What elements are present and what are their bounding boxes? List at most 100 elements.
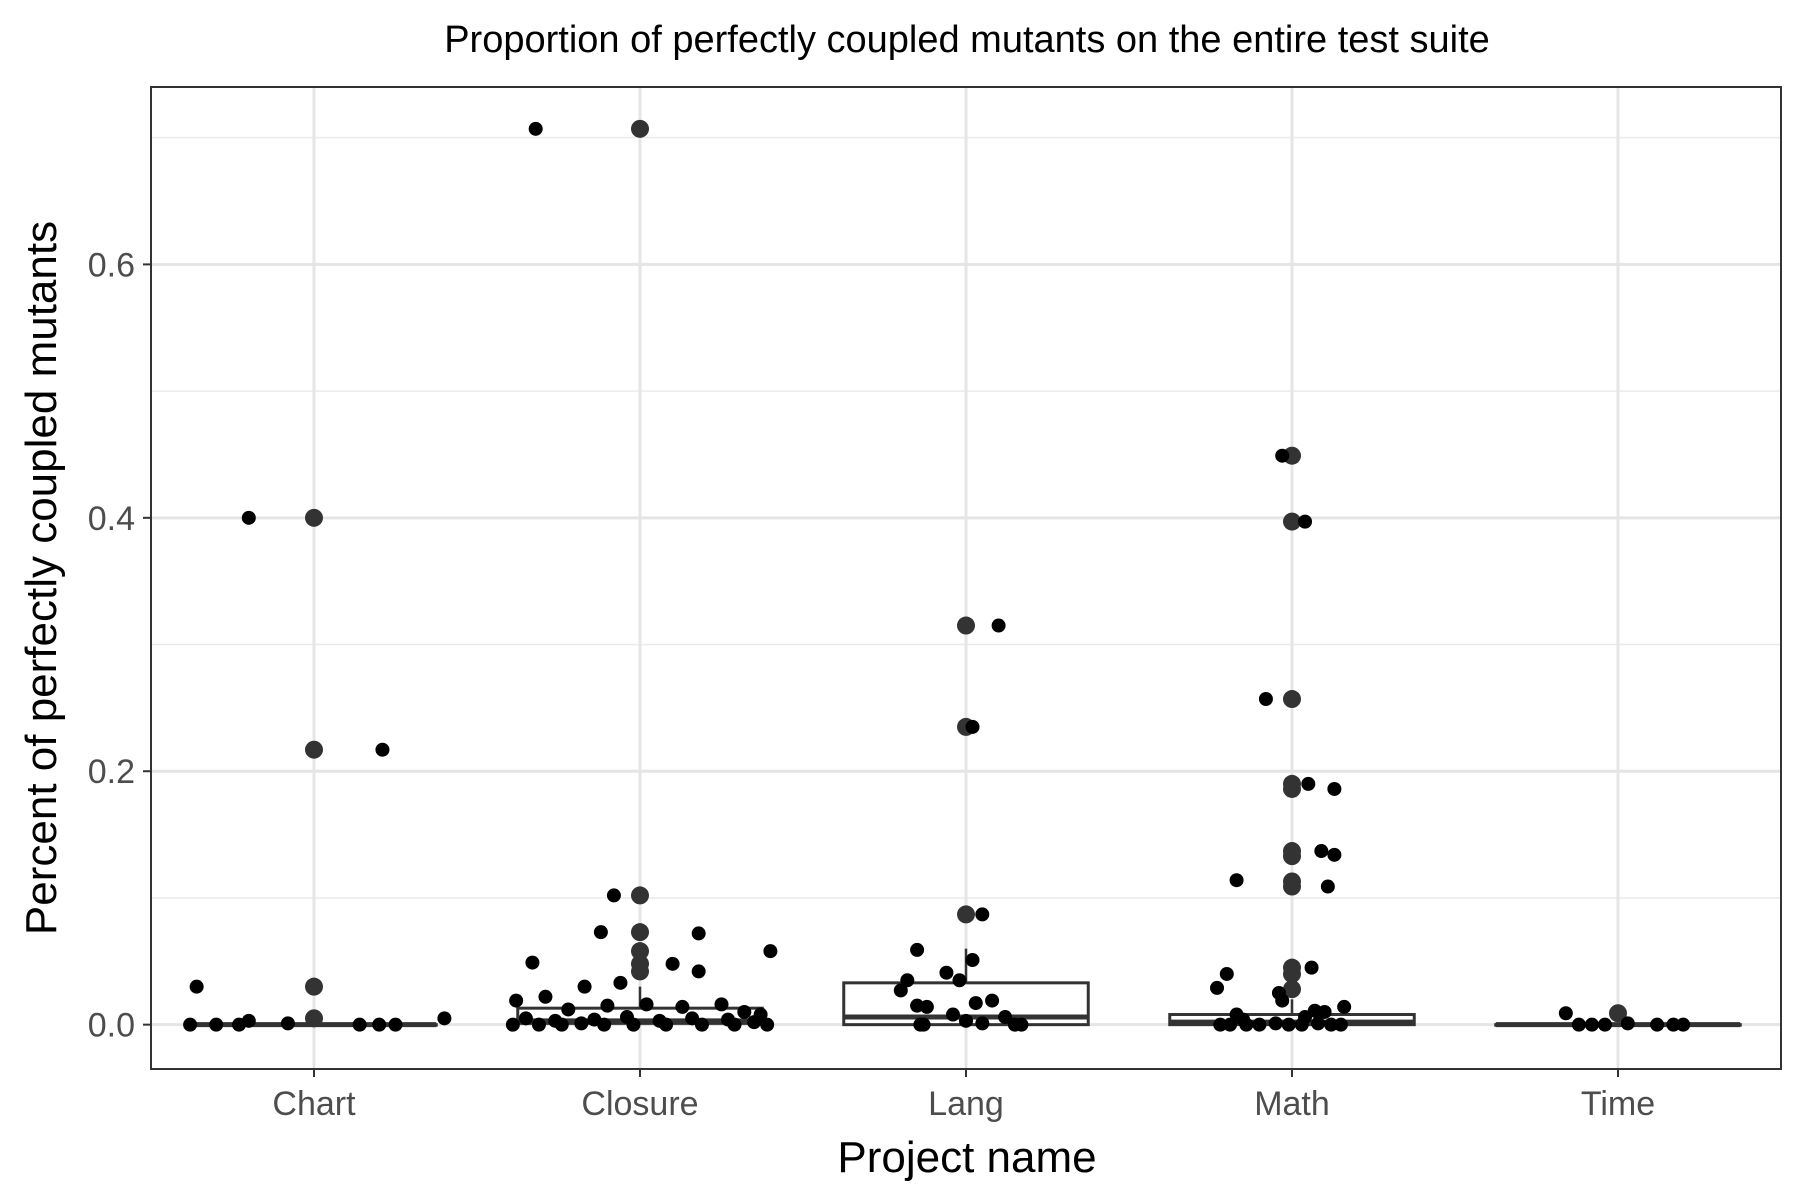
data-point — [509, 993, 524, 1008]
data-point — [1317, 1004, 1332, 1019]
data-point — [1676, 1017, 1691, 1032]
data-point — [747, 1015, 762, 1030]
chart-title: Proportion of perfectly coupled mutants … — [444, 19, 1490, 61]
data-point — [991, 618, 1006, 633]
outlier-point — [305, 977, 323, 996]
data-point — [968, 996, 983, 1011]
data-point — [280, 1016, 295, 1031]
data-point — [1275, 993, 1290, 1008]
outlier-point — [631, 962, 649, 981]
data-point — [985, 993, 1000, 1008]
y-tick-label: 0.6 — [88, 246, 135, 284]
data-point — [577, 979, 592, 994]
data-point — [531, 1017, 546, 1032]
data-point — [1252, 1017, 1267, 1032]
data-point — [1258, 692, 1273, 707]
outlier-point — [1283, 690, 1301, 709]
grid-lines — [151, 87, 1781, 1069]
data-point — [437, 1011, 452, 1026]
data-point — [659, 1017, 674, 1032]
data-point — [694, 1017, 709, 1032]
outlier-point — [1283, 847, 1301, 866]
data-point — [606, 888, 621, 903]
data-point — [189, 979, 204, 994]
data-point — [1320, 879, 1335, 894]
data-point — [1558, 1006, 1573, 1021]
data-point — [691, 926, 706, 941]
data-point — [1223, 1017, 1238, 1032]
data-point — [1584, 1017, 1599, 1032]
outlier-point — [631, 886, 649, 905]
data-point — [737, 1004, 752, 1019]
outlier-point — [1609, 1004, 1627, 1023]
data-point — [1650, 1017, 1665, 1032]
data-point — [241, 1013, 256, 1028]
y-tick-label: 0.4 — [88, 500, 135, 538]
data-point — [1213, 1017, 1228, 1032]
data-point — [593, 925, 608, 940]
data-point — [1301, 776, 1316, 791]
data-point — [554, 1017, 569, 1032]
data-point — [1327, 781, 1342, 796]
data-point — [538, 989, 553, 1004]
data-point — [372, 1017, 387, 1032]
outlier-point — [305, 740, 323, 759]
x-tick-label: Math — [1254, 1085, 1330, 1123]
data-point — [945, 1007, 960, 1022]
data-point — [1229, 873, 1244, 888]
data-point — [388, 1017, 403, 1032]
x-tick-label: Lang — [928, 1085, 1004, 1123]
data-point — [528, 121, 543, 136]
data-point — [375, 742, 390, 757]
data-point — [760, 1017, 775, 1032]
data-point — [965, 719, 980, 734]
data-point — [1275, 448, 1290, 463]
data-point — [1324, 1017, 1339, 1032]
data-point — [919, 999, 934, 1014]
data-point — [900, 973, 915, 988]
data-point — [975, 1016, 990, 1031]
data-point — [965, 953, 980, 968]
data-point — [525, 955, 540, 970]
data-point — [1239, 1017, 1254, 1032]
data-point — [1294, 1017, 1309, 1032]
data-point — [639, 997, 654, 1012]
data-point — [1620, 1016, 1635, 1031]
outlier-point — [1283, 964, 1301, 983]
data-point — [1014, 1017, 1029, 1032]
outlier-point — [957, 616, 975, 635]
data-point — [209, 1017, 224, 1032]
outlier-point — [1283, 779, 1301, 798]
data-point — [1281, 1017, 1296, 1032]
data-point — [1268, 1016, 1283, 1031]
data-point — [1210, 980, 1225, 995]
data-point — [714, 997, 729, 1012]
data-point — [916, 1017, 931, 1032]
data-point — [352, 1017, 367, 1032]
data-point — [241, 510, 256, 525]
data-point — [893, 983, 908, 998]
data-point — [1304, 960, 1319, 975]
y-axis-title: Percent of perfectly coupled mutants — [17, 221, 66, 935]
data-point — [763, 944, 778, 959]
data-point — [505, 1017, 520, 1032]
data-point — [727, 1017, 742, 1032]
y-tick-label: 0.0 — [88, 1007, 135, 1045]
data-point — [1327, 847, 1342, 862]
data-point — [1571, 1017, 1586, 1032]
data-point — [998, 1010, 1013, 1025]
data-point — [1337, 999, 1352, 1014]
outlier-point — [305, 1009, 323, 1028]
outlier-point — [305, 508, 323, 527]
data-point — [1298, 514, 1313, 529]
x-tick-label: Closure — [581, 1085, 698, 1123]
y-tick-label: 0.2 — [88, 753, 135, 791]
axes: 0.0 0.2 0.4 0.6 Chart Closure Lang Math Time — [88, 246, 1655, 1123]
outlier-point — [631, 923, 649, 942]
data-point — [1219, 966, 1234, 981]
outlier-point — [1283, 980, 1301, 999]
data-point — [1333, 1017, 1348, 1032]
data-point — [910, 942, 925, 957]
data-point — [952, 973, 967, 988]
